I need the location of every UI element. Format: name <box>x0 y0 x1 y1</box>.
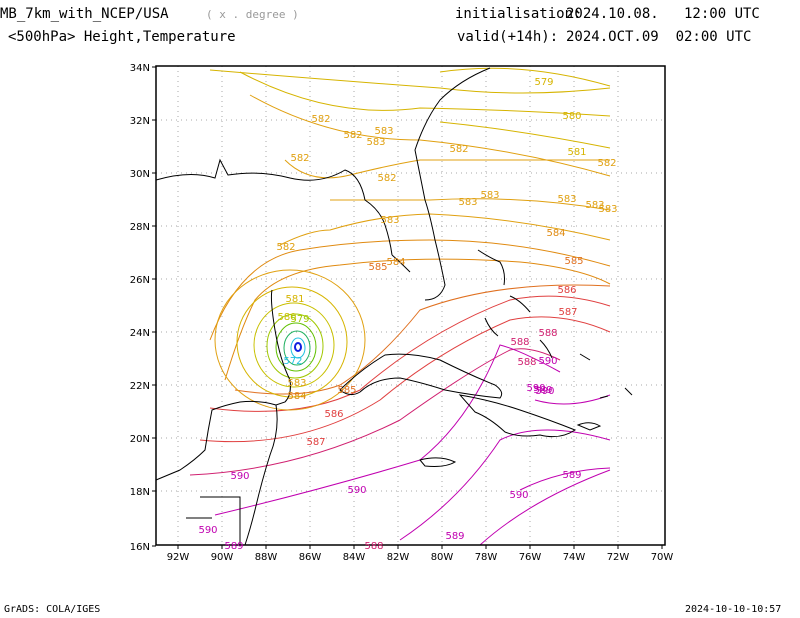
lat-tick-label: 34N <box>130 63 150 74</box>
field-name: <500hPa> Height,Temperature <box>8 29 236 45</box>
contour-value-label: 582 <box>449 144 468 155</box>
contour-value-label: 581 <box>567 147 586 158</box>
valid-label: valid(+14h): <box>457 29 559 45</box>
contour-value-label: 588 <box>538 328 557 339</box>
lon-tick-label: 84W <box>343 552 366 563</box>
contour-value-label: 589 <box>562 470 581 481</box>
lon-tick-label: 80W <box>431 552 454 563</box>
contour-value-label: 590 <box>347 485 366 496</box>
contour-value-label: 590 <box>526 383 545 394</box>
contour-value-label: 587 <box>558 307 577 318</box>
valid-value: 2024.OCT.09 02:00 UTC <box>566 29 752 45</box>
contour-value-label: 583 <box>380 215 399 226</box>
contour-value-label: 590 <box>230 471 249 482</box>
units-label: ( x . degree ) <box>206 8 299 21</box>
lat-tick-label: 30N <box>130 169 150 180</box>
init-label: initialisation: <box>455 6 582 22</box>
contour-value-label: 583 <box>598 204 617 215</box>
contour-value-label: 586 <box>324 409 343 420</box>
contour-value-label: 590 <box>538 356 557 367</box>
contour-value-label: 588 <box>364 541 383 552</box>
contour-value-label: 581 <box>285 294 304 305</box>
contour-value-label: 580 <box>277 312 296 323</box>
contour-value-label: 583 <box>458 197 477 208</box>
contour-value-label: 582 <box>276 242 295 253</box>
contour-value-label: 572 <box>283 356 302 367</box>
lat-tick-label: 20N <box>130 434 150 445</box>
contour-value-label: 590 <box>198 525 217 536</box>
contour-value-label: 583 <box>585 200 604 211</box>
longitude-labels: 92W 90W 88W 86W 84W 82W 80W 78W 76W 74W 72W 70W <box>167 552 674 563</box>
lon-tick-label: 72W <box>607 552 630 563</box>
contour-value-label: 589 <box>533 385 552 396</box>
contour-value-label: 590 <box>535 386 554 397</box>
lon-tick-label: 76W <box>519 552 542 563</box>
lon-tick-label: 82W <box>387 552 410 563</box>
contour-value-label: 582 <box>311 114 330 125</box>
contour-value-label: 585 <box>368 262 387 273</box>
lat-tick-label: 18N <box>130 487 150 498</box>
credit: GrADS: COLA/IGES <box>4 604 101 615</box>
lon-tick-label: 78W <box>475 552 498 563</box>
contour-value-label: 584 <box>546 228 565 239</box>
lon-tick-label: 92W <box>167 552 190 563</box>
tick-marks <box>152 66 663 549</box>
contour-value-label: 583 <box>557 194 576 205</box>
contour-value-label: 582 <box>290 153 309 164</box>
contour-value-label: 582 <box>377 173 396 184</box>
contour-value-label: 589 <box>224 541 243 552</box>
lat-tick-label: 22N <box>130 381 150 392</box>
contour-value-label: 583 <box>374 126 393 137</box>
contour-value-label: 584 <box>386 257 405 268</box>
contour-value-label: 588 <box>510 337 529 348</box>
lon-tick-label: 88W <box>255 552 278 563</box>
contour-value-label: 579 <box>290 314 309 325</box>
contour-value-label: 583 <box>366 137 385 148</box>
model-name: MB_7km_with_NCEP/USA <box>0 6 169 22</box>
contour-value-label: 584 <box>287 391 306 402</box>
lat-tick-label: 28N <box>130 222 150 233</box>
lat-tick-label: 26N <box>130 275 150 286</box>
contour-value-label: 588 <box>517 357 536 368</box>
height-contours <box>189 67 611 546</box>
lon-tick-label: 86W <box>299 552 322 563</box>
contour-value-label: 583 <box>287 378 306 389</box>
timestamp: 2024-10-10-10:57 <box>685 604 782 615</box>
contour-value-label: 580 <box>562 111 581 122</box>
contour-value-label: 585 <box>564 256 583 267</box>
contour-value-label: 582 <box>343 130 362 141</box>
lon-tick-label: 74W <box>563 552 586 563</box>
contour-value-label: 579 <box>534 77 553 88</box>
lon-tick-label: 90W <box>211 552 234 563</box>
contour-value-label: 583 <box>480 190 499 201</box>
lat-tick-label: 32N <box>130 116 150 127</box>
contour-value-label: 589 <box>445 531 464 542</box>
contour-value-label: 590 <box>509 490 528 501</box>
lon-tick-label: 70W <box>651 552 674 563</box>
lat-tick-label: 24N <box>130 328 150 339</box>
contour-value-label: 582 <box>597 158 616 169</box>
contour-value-label: 586 <box>557 285 576 296</box>
map-frame <box>155 65 666 546</box>
contour-value-label: 585 <box>337 385 356 396</box>
lat-tick-label: 16N <box>130 542 150 553</box>
contour-value-label: 587 <box>306 437 325 448</box>
init-value: 2024.10.08. 12:00 UTC <box>566 6 760 22</box>
coastlines <box>155 67 633 546</box>
latitude-labels: 34N 32N 30N 28N 26N 24N 22N 20N 18N 16N <box>130 63 150 553</box>
